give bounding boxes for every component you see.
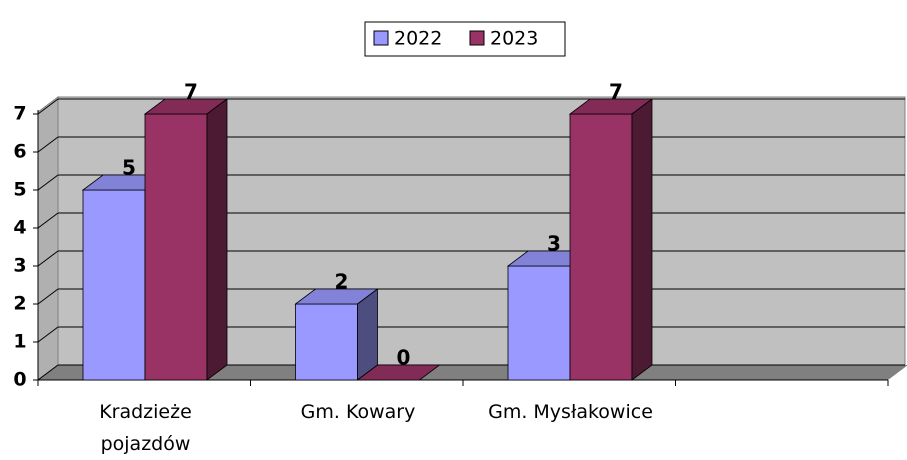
grid-line <box>37 98 59 115</box>
y-tick-label: 5 <box>13 179 26 201</box>
y-tick-label: 3 <box>13 255 26 277</box>
y-tick-label: 1 <box>13 331 26 353</box>
bar-front <box>507 265 571 381</box>
y-tick-label: 0 <box>13 369 26 391</box>
legend-box <box>364 21 566 57</box>
data-label: 2 <box>335 270 349 294</box>
y-tick-label: 6 <box>13 141 26 163</box>
bar-front <box>82 189 146 381</box>
grid-line <box>37 136 59 153</box>
data-label: 7 <box>184 80 198 104</box>
y-tick-label: 4 <box>13 217 26 239</box>
floor <box>38 365 907 380</box>
x-tick-label: Gm. Mysłakowice <box>488 401 653 423</box>
legend-swatch <box>469 30 485 46</box>
data-label: 3 <box>547 232 561 256</box>
y-tick-label: 2 <box>13 293 26 315</box>
bar-front <box>144 113 208 381</box>
x-tick-label: Kradzieże pojazdów <box>99 401 192 455</box>
data-label: 7 <box>609 80 623 104</box>
grid-line <box>37 212 59 229</box>
bar <box>294 288 379 381</box>
grid-line <box>37 364 59 381</box>
bar <box>568 98 654 381</box>
legend-label: 2022 <box>394 28 442 50</box>
bar-side <box>357 288 378 381</box>
y-tick-label: 7 <box>13 103 26 125</box>
grid-line <box>37 174 59 191</box>
legend-label: 2023 <box>490 28 538 50</box>
x-tick-label: Gm. Kowary <box>300 401 416 423</box>
bar-front <box>569 113 633 381</box>
bar-side <box>631 98 653 381</box>
legend-swatch <box>373 30 389 46</box>
bar-front <box>295 303 358 381</box>
bar-side <box>206 98 228 381</box>
legend: 2022 2023 <box>364 21 566 57</box>
grid-line <box>37 250 59 267</box>
data-label: 5 <box>122 156 136 180</box>
bar-top <box>356 364 441 381</box>
bar <box>356 364 441 381</box>
data-label: 0 <box>397 346 411 370</box>
bar <box>143 98 229 381</box>
grid-line <box>37 326 59 343</box>
grid-line <box>37 288 59 305</box>
